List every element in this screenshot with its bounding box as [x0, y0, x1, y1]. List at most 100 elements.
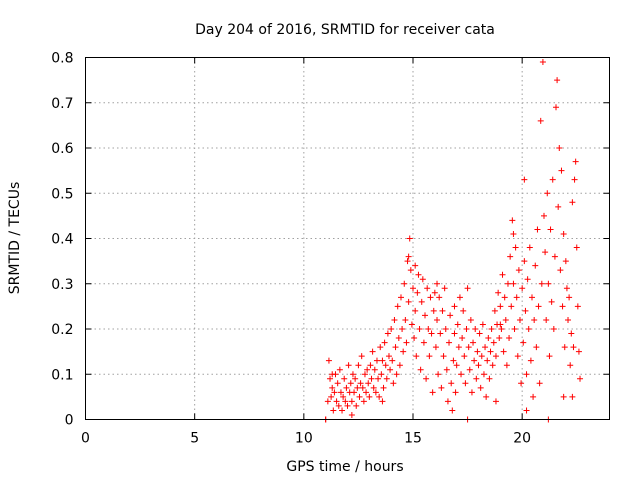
data-point [466, 366, 473, 373]
data-point [330, 407, 337, 414]
data-point [523, 371, 530, 378]
data-point [447, 312, 454, 319]
data-point [483, 393, 490, 400]
data-point [477, 384, 484, 391]
data-point [455, 344, 462, 351]
data-point [368, 375, 375, 382]
data-point [418, 298, 425, 305]
y-tick-label: 0 [65, 413, 74, 429]
data-point [480, 371, 487, 378]
data-point [550, 326, 557, 332]
data-point [556, 145, 563, 151]
data-point [446, 339, 453, 346]
data-point [535, 303, 542, 310]
data-point [370, 384, 377, 391]
y-axis-title: SRMTID / TECUs [7, 182, 23, 295]
data-point [340, 393, 347, 400]
data-point [542, 249, 549, 256]
data-point [328, 393, 335, 400]
data-point [357, 380, 364, 387]
data-point [467, 316, 474, 323]
data-point [406, 235, 413, 242]
data-point [347, 380, 354, 387]
data-point [472, 326, 479, 332]
data-point [336, 366, 343, 373]
data-point [363, 389, 370, 396]
data-point [492, 353, 499, 360]
data-point [521, 176, 528, 183]
data-point [490, 339, 497, 346]
data-point [468, 389, 475, 396]
data-point [539, 59, 546, 66]
data-point [425, 326, 432, 332]
data-point [378, 371, 385, 378]
data-point [489, 362, 496, 369]
data-point [577, 375, 584, 382]
data-point [518, 380, 525, 387]
data-point [342, 398, 349, 405]
data-point [359, 384, 366, 391]
data-point [544, 190, 551, 197]
data-point [531, 316, 538, 323]
data-point [428, 330, 435, 337]
data-point [568, 330, 575, 337]
data-point [478, 353, 485, 360]
data-point [474, 348, 481, 355]
x-tick-labels: 0 5 10 15 20 [81, 431, 531, 447]
data-point [438, 384, 445, 391]
data-point [488, 326, 495, 332]
data-point [334, 380, 341, 387]
data-point [464, 285, 471, 292]
data-point [492, 398, 499, 405]
data-point [548, 298, 555, 305]
data-point [416, 326, 423, 332]
data-point [573, 244, 580, 251]
data-point [448, 380, 455, 387]
data-point [462, 380, 469, 387]
data-point [405, 298, 412, 305]
data-point [549, 176, 556, 183]
data-point [507, 253, 514, 260]
data-point [392, 344, 399, 351]
data-point [432, 344, 439, 351]
data-point [331, 389, 338, 396]
data-point [516, 316, 523, 323]
data-point [514, 353, 521, 360]
data-point [381, 339, 388, 346]
data-point [391, 316, 398, 323]
data-point [327, 375, 334, 382]
data-point [424, 285, 431, 292]
data-point [369, 348, 376, 355]
data-point [395, 335, 402, 342]
data-point [512, 244, 519, 251]
data-point [400, 348, 407, 355]
data-point [495, 289, 502, 296]
data-point [379, 357, 386, 364]
data-point [482, 344, 489, 351]
data-point [570, 344, 577, 351]
data-point [325, 357, 332, 364]
data-point [439, 307, 446, 314]
data-point [524, 276, 531, 283]
data-point [333, 398, 340, 405]
x-tick-label: 5 [190, 431, 199, 447]
data-point [365, 380, 372, 387]
data-point [382, 362, 389, 369]
data-point [443, 366, 450, 373]
data-point [571, 176, 578, 183]
data-point [502, 316, 509, 323]
data-point [349, 371, 356, 378]
data-point [420, 339, 427, 346]
data-point [335, 402, 342, 409]
data-point [511, 326, 518, 332]
y-tick-label: 0.1 [51, 367, 73, 383]
x-axis-title: GPS time / hours [286, 459, 403, 475]
data-point [484, 357, 491, 364]
data-point [360, 398, 367, 405]
data-point [559, 303, 566, 310]
data-point [324, 398, 331, 405]
data-point [344, 402, 351, 409]
x-tick-label: 0 [81, 431, 90, 447]
data-point [506, 335, 513, 342]
